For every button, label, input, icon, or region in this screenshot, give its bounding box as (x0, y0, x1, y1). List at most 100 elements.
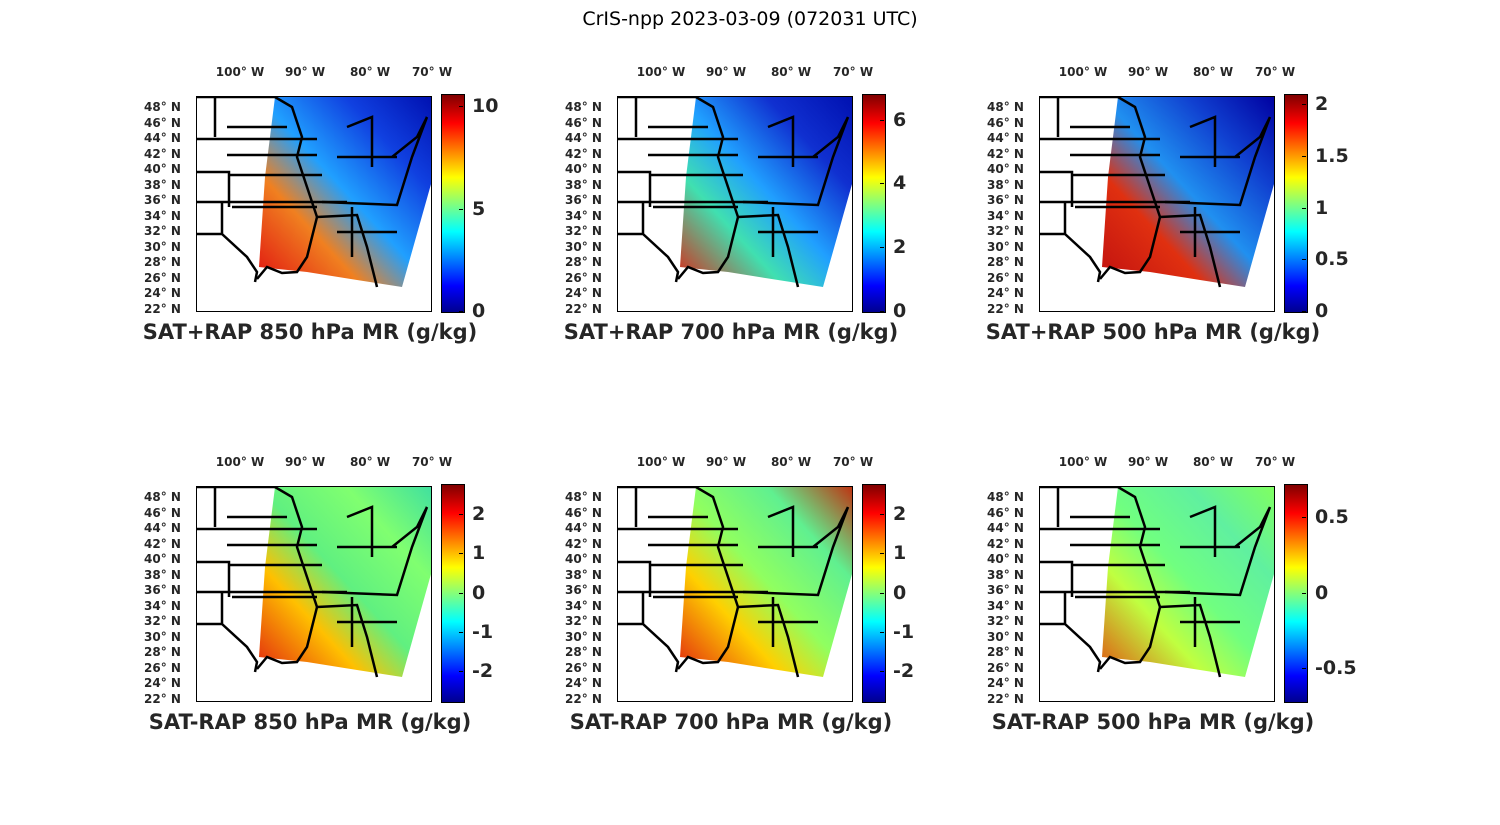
lon-tick-label: 90° W (705, 455, 747, 469)
map-panel: 100° W 90° W 80° W 70° W 48° N 46° N 44° N 42° … (541, 450, 961, 750)
lat-tick-label: 26° N (987, 270, 1024, 285)
map-panel: 100° W 90° W 80° W 70° W 48° N 46° N 44° N 42° … (120, 450, 540, 750)
lat-tick-label: 46° N (987, 115, 1024, 130)
colorbar (1284, 94, 1308, 313)
lat-tick-label: 48° N (565, 100, 602, 114)
lat-tick-label: 46° N (144, 115, 181, 130)
colorbar-tick-mark (1302, 311, 1306, 312)
satellite-swath (680, 97, 852, 287)
lon-tick-label: 100° W (636, 455, 686, 469)
colorbar-tick-label: 0 (893, 581, 907, 604)
lon-tick-label: 90° W (1127, 455, 1169, 469)
colorbar-tick-mark (1302, 259, 1306, 261)
map-panel: 100° W 90° W 80° W 70° W 48° N 46° N 44° N 42° … (963, 450, 1383, 750)
lat-tick-label: 46° N (144, 505, 181, 520)
colorbar-tick-label: -0.5 (1315, 656, 1357, 679)
lon-tick-label: 90° W (1127, 65, 1169, 79)
colorbar-tick-mark (880, 311, 884, 312)
colorbar-tick-mark (880, 183, 884, 185)
lat-tick-label: 34° N (565, 598, 602, 613)
lat-tick-label: 28° N (144, 255, 181, 269)
satellite-swath (259, 487, 431, 677)
colorbar (441, 484, 465, 703)
lat-tick-label: 38° N (987, 177, 1024, 192)
panel-title: SAT-RAP 850 hPa MR (g/kg) (148, 710, 472, 734)
lat-tick-label: 42° N (987, 536, 1024, 551)
colorbar-tick-mark (880, 513, 884, 515)
colorbar (1284, 484, 1308, 703)
colorbar-tick-mark (459, 208, 463, 210)
lat-tick-label: 30° N (987, 239, 1024, 254)
lat-tick-label: 22° N (144, 691, 181, 706)
lat-tick-label: 24° N (144, 286, 181, 300)
lat-tick-label: 42° N (565, 146, 602, 161)
state-boundaries (197, 487, 429, 678)
lat-tick-label: 34° N (987, 598, 1024, 613)
colorbar-tick-mark (1302, 207, 1306, 209)
lon-tick-label: 80° W (349, 455, 391, 469)
lon-tick-label: 80° W (1192, 65, 1234, 79)
lat-tick-label: 40° N (565, 162, 602, 176)
colorbar-tick-label: 0 (472, 300, 486, 322)
colorbar-tick-label: -2 (893, 660, 915, 683)
colorbar-tick-mark (880, 592, 884, 594)
lat-tick-label: 26° N (565, 270, 602, 285)
lat-tick-label: 30° N (144, 239, 181, 254)
lat-tick-label: 22° N (565, 691, 602, 706)
colorbar-tick-label: 1 (472, 542, 486, 565)
colorbar-tick-label: 2 (893, 502, 907, 525)
map-panel: 100° W 90° W 80° W 70° W 48° N 46° N 44° N 42° … (541, 60, 961, 360)
lat-tick-label: 22° N (987, 691, 1024, 706)
lat-tick-label: 42° N (144, 536, 181, 551)
lat-tick-label: 34° N (987, 208, 1024, 223)
lat-tick-label: 24° N (987, 286, 1024, 300)
lat-tick-label: 28° N (987, 255, 1024, 269)
lat-tick-label: 24° N (565, 286, 602, 300)
colorbar-tick-mark (459, 631, 463, 633)
lon-tick-label: 80° W (770, 65, 812, 79)
lat-tick-label: 38° N (565, 177, 602, 192)
colorbar-tick-mark (459, 671, 463, 673)
lon-tick-label: 70° W (411, 455, 453, 469)
colorbar (862, 94, 886, 313)
lat-tick-label: 28° N (987, 645, 1024, 659)
lat-tick-label: 34° N (144, 208, 181, 223)
lat-tick-label: 32° N (144, 224, 181, 238)
colorbar-tick-label: 0 (1315, 300, 1329, 322)
lon-tick-label: 70° W (832, 455, 874, 469)
colorbar-tick-mark (459, 513, 463, 515)
colorbar-tick-mark (880, 671, 884, 673)
lat-tick-label: 36° N (565, 583, 602, 597)
lon-tick-label: 70° W (1254, 455, 1296, 469)
lat-tick-label: 26° N (565, 660, 602, 675)
lat-tick-label: 32° N (987, 614, 1024, 628)
map-plot-area (617, 486, 853, 702)
colorbar-tick-mark (1302, 592, 1306, 594)
colorbar-tick-mark (1302, 156, 1306, 157)
colorbar-tick-mark (880, 247, 884, 249)
panel-title: SAT-RAP 500 hPa MR (g/kg) (991, 710, 1315, 734)
lat-tick-label: 28° N (144, 645, 181, 659)
colorbar-tick-label: 1 (893, 542, 907, 565)
lat-tick-label: 42° N (144, 146, 181, 161)
lon-tick-label: 70° W (832, 65, 874, 79)
colorbar-tick-mark (880, 553, 884, 555)
colorbar (441, 94, 465, 313)
colorbar-tick-label: 0 (1315, 581, 1329, 604)
state-boundaries (618, 97, 850, 288)
lat-tick-label: 22° N (987, 301, 1024, 316)
lat-tick-label: 24° N (987, 676, 1024, 690)
colorbar-tick-label: 2 (472, 502, 486, 525)
lon-tick-label: 100° W (215, 65, 265, 79)
lon-tick-label: 100° W (1058, 65, 1108, 79)
lon-tick-label: 80° W (1192, 455, 1234, 469)
lat-tick-label: 40° N (144, 552, 181, 566)
state-boundaries (1040, 97, 1272, 288)
lon-tick-label: 70° W (411, 65, 453, 79)
colorbar-tick-mark (1302, 517, 1306, 519)
lat-tick-label: 46° N (565, 505, 602, 520)
lat-tick-label: 34° N (144, 598, 181, 613)
lat-tick-label: 22° N (565, 301, 602, 316)
lat-tick-label: 32° N (565, 614, 602, 628)
colorbar-tick-label: -1 (472, 620, 494, 643)
